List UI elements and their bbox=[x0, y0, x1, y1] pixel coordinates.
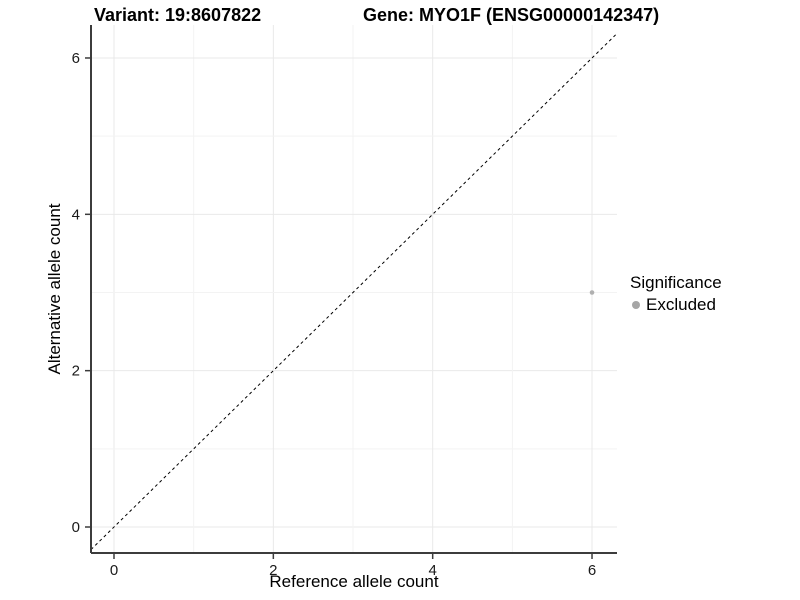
y-tick-label: 2 bbox=[72, 363, 80, 380]
x-tick-label: 2 bbox=[269, 562, 277, 579]
legend: Significance Excluded bbox=[630, 273, 722, 315]
y-tick-label: 0 bbox=[72, 519, 80, 536]
y-tick-label: 6 bbox=[72, 50, 80, 67]
x-tick-label: 6 bbox=[588, 562, 596, 579]
plot-title-gene: Gene: MYO1F (ENSG00000142347) bbox=[363, 5, 660, 25]
circle-icon bbox=[632, 301, 640, 309]
x-axis-title: Reference allele count bbox=[269, 572, 439, 591]
identity-reference-line bbox=[90, 33, 618, 550]
legend-title: Significance bbox=[630, 273, 722, 292]
legend-item-excluded: Excluded bbox=[630, 295, 722, 315]
data-point bbox=[589, 290, 595, 295]
y-tick-label: 4 bbox=[72, 206, 80, 223]
x-tick-label: 0 bbox=[110, 562, 118, 579]
legend-item-label: Excluded bbox=[646, 295, 716, 314]
plot-title-variant: Variant: 19:8607822 bbox=[94, 5, 262, 25]
y-axis-title: Alternative allele count bbox=[45, 203, 64, 375]
x-tick-label: 4 bbox=[429, 562, 437, 579]
